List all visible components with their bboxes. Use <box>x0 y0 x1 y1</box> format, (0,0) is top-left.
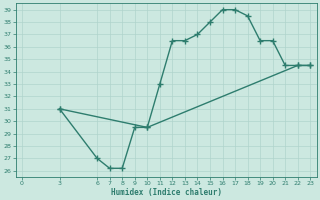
X-axis label: Humidex (Indice chaleur): Humidex (Indice chaleur) <box>111 188 221 197</box>
